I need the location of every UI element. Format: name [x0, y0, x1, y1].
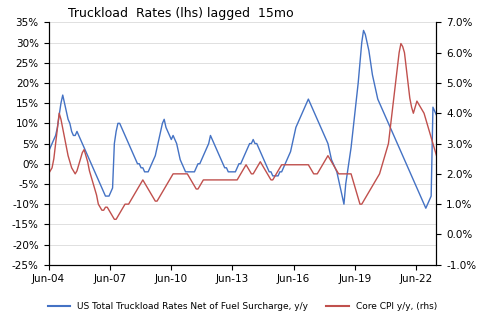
- Legend: US Total Truckload Rates Net of Fuel Surcharge, y/y, Core CPI y/y, (rhs): US Total Truckload Rates Net of Fuel Sur…: [44, 298, 440, 315]
- Text: Truckload  Rates (lhs) lagged  15mo: Truckload Rates (lhs) lagged 15mo: [68, 7, 293, 20]
